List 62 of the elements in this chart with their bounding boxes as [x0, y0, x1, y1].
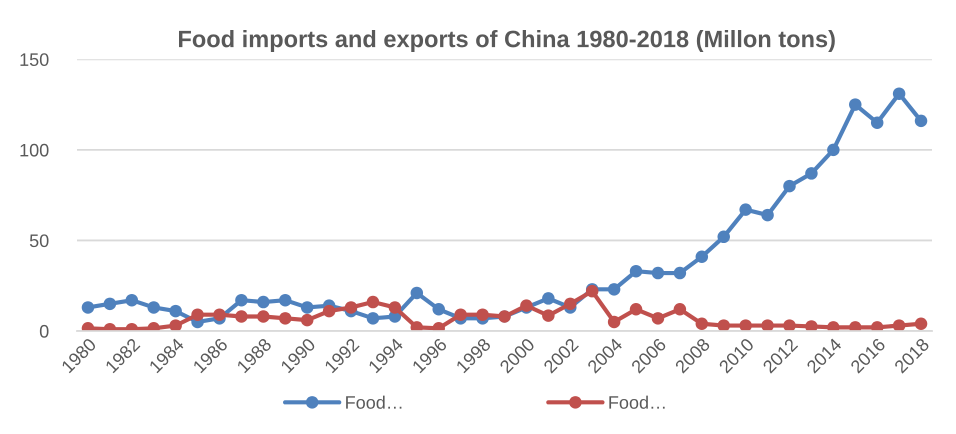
point: [213, 308, 226, 321]
point: [388, 301, 402, 314]
point: [630, 264, 642, 278]
point: [608, 316, 620, 328]
y-tick-label: 50: [30, 234, 49, 248]
point: [191, 308, 204, 321]
legend-label: Food…: [609, 396, 665, 409]
point: [717, 230, 730, 244]
point: [761, 208, 774, 222]
point: [322, 304, 336, 318]
point: [432, 303, 445, 316]
point: [300, 301, 314, 314]
point: [696, 318, 708, 330]
point: [739, 203, 752, 216]
point: [454, 308, 467, 321]
point: [849, 98, 862, 111]
point: [717, 319, 730, 331]
legend-label: Food…: [346, 396, 402, 409]
point: [892, 319, 906, 331]
point: [652, 266, 664, 280]
chart-title: Food imports and exports of China 1980-2018 (Millon tons): [179, 30, 835, 52]
point: [235, 310, 248, 323]
point: [827, 144, 840, 156]
point: [126, 294, 138, 306]
point: [761, 319, 774, 331]
point: [783, 319, 796, 331]
point: [410, 286, 424, 300]
point: [564, 298, 577, 310]
point: [608, 283, 620, 296]
point: [476, 308, 489, 321]
y-tick-label: 150: [20, 53, 49, 66]
point: [366, 296, 380, 308]
point: [892, 87, 906, 100]
point: [542, 309, 555, 322]
point: [914, 114, 928, 128]
point: [235, 294, 248, 306]
point: [300, 314, 314, 326]
point: [147, 301, 160, 314]
point: [279, 294, 292, 306]
point: [344, 301, 358, 314]
point: [542, 292, 555, 305]
point: [630, 303, 642, 316]
point: [652, 312, 664, 325]
point: [257, 310, 270, 323]
point: [870, 116, 884, 129]
point: [104, 298, 116, 310]
point: [257, 296, 270, 308]
point: [805, 320, 818, 331]
point: [674, 303, 686, 316]
point: [169, 319, 182, 331]
point: [674, 266, 686, 280]
point: [739, 319, 752, 331]
point: [914, 318, 928, 330]
point: [366, 312, 380, 325]
point: [805, 167, 818, 180]
y-tick-label: 100: [20, 144, 49, 157]
point: [279, 312, 292, 325]
point: [82, 301, 94, 314]
point: [783, 180, 796, 192]
y-tick-label: 0: [40, 324, 49, 338]
point: [696, 250, 708, 263]
point: [169, 304, 182, 318]
